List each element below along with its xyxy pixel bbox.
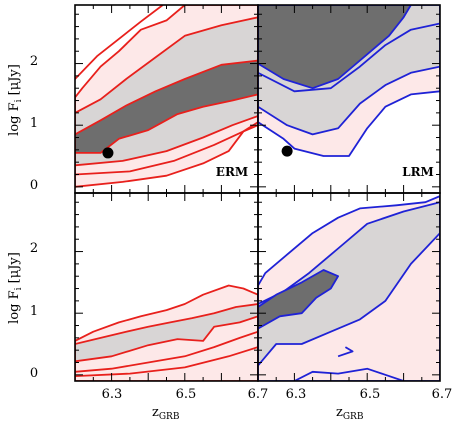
x-tick-labels-right: 6.3 6.5 6.7 [286,387,453,402]
y-tick-label: 0 [30,178,38,193]
panel-top-left [74,4,259,194]
contour-line [75,330,258,373]
panel-bottom-left [74,192,259,382]
x-tick-label: 6.3 [102,387,123,402]
panel-plot-area [75,284,258,381]
y-tick-labels-bottom: 0 1 2 [30,241,38,381]
contour-line [75,124,258,176]
x-tick-label: 6.5 [176,387,197,402]
panel-plot-area [75,5,258,188]
y-tick-label: 1 [30,116,38,131]
x-tick-labels-left: 6.3 6.5 6.7 [102,387,269,402]
x-tick-label: 6.7 [248,387,269,402]
y-tick-label: 2 [30,54,38,69]
contour-level-mid [75,303,258,363]
y-tick-labels-top: 0 1 2 [30,54,38,193]
panel-top-right [257,4,441,194]
contour-line [337,346,354,358]
contour-line [75,5,164,80]
y-tick-label: 1 [30,304,38,319]
contour-level-mid [258,201,440,367]
y-axis-label-top: log Fi [μJy] [7,64,24,136]
y-tick-label: 2 [30,241,38,256]
data-point-marker [102,147,114,159]
contour-level-dark [258,5,412,90]
data-point-marker [281,145,293,157]
x-axis-label-left: zGRB [152,405,180,422]
x-tick-label: 6.5 [360,387,381,402]
panel-tag-lrm: LRM [402,165,434,179]
panel-group [74,4,441,382]
panel-frame [257,192,441,382]
contour-level-dark [258,269,340,330]
panel-plot-area [258,5,440,157]
panel-bottom-right [257,192,441,382]
x-tick-label: 6.7 [432,387,453,402]
panel-plot-area [258,195,440,381]
contour-line [293,367,404,381]
y-axis-label-bottom: log Fi [μJy] [7,252,24,324]
panel-tag-erm: ERM [216,165,248,179]
y-tick-label: 0 [30,366,38,381]
contour-line [258,22,440,93]
x-axis-label-right: zGRB [336,405,364,422]
contour-level-dark [75,59,258,154]
x-tick-label: 6.3 [286,387,307,402]
